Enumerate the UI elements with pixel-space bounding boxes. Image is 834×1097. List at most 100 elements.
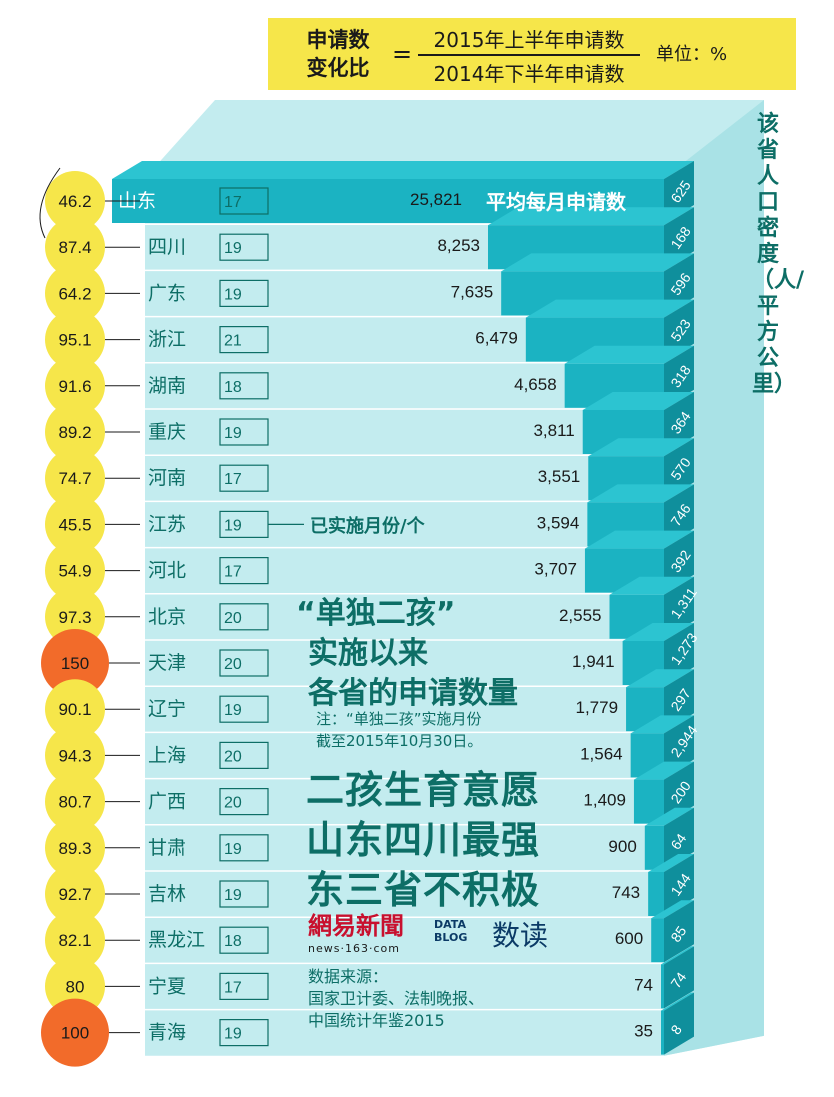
bar-top — [661, 946, 694, 965]
formula-numerator: 2015年上半年申请数 — [433, 28, 625, 52]
ratio-value: 100 — [61, 1024, 89, 1043]
ratio-value: 82.1 — [58, 931, 91, 950]
months-box — [219, 880, 269, 908]
months-label: 已实施月份/个 — [310, 516, 425, 537]
bar-top — [588, 438, 694, 457]
ratio-circle — [45, 217, 105, 278]
province-label: 宁夏 — [148, 975, 186, 997]
months-value: 19 — [224, 841, 242, 858]
province-label: 吉林 — [148, 883, 186, 905]
big-text-1: 二孩生育意愿 — [306, 768, 541, 812]
source-line-2: 国家卫计委、法制晚报、 — [308, 989, 485, 1008]
ratio-value: 46.2 — [58, 192, 91, 211]
months-box — [219, 279, 269, 307]
density-title: 该省人口密度（人/平方公里） — [752, 112, 805, 397]
months-value: 20 — [224, 610, 242, 627]
bar-front — [661, 1010, 664, 1055]
bar-top — [582, 392, 694, 410]
ratio-value: 89.3 — [58, 839, 91, 858]
months-value: 17 — [224, 194, 242, 211]
ratio-value: 45.5 — [58, 515, 91, 534]
province-label: 辽宁 — [148, 698, 186, 720]
ratio-value: 87.4 — [58, 238, 91, 257]
bar-front — [661, 964, 664, 1009]
months-box — [219, 603, 269, 631]
province-label: 北京 — [148, 606, 186, 628]
months-value: 19 — [224, 517, 242, 534]
months-value: 20 — [224, 748, 242, 765]
bar-front — [644, 825, 664, 870]
ratio-circle — [45, 402, 105, 462]
bar-side — [664, 992, 694, 1055]
ratio-value: 80.7 — [58, 793, 91, 812]
months-box — [219, 372, 269, 400]
value-label: 7,635 — [451, 282, 494, 301]
value-label: 900 — [608, 837, 636, 856]
months-value: 20 — [224, 656, 242, 673]
province-label: 浙江 — [148, 329, 186, 351]
formula-denominator: 2014年下半年申请数 — [433, 62, 625, 86]
ratio-circle — [45, 864, 105, 924]
headline-line2: 实施以来 — [308, 636, 428, 671]
ratio-circle — [45, 263, 105, 324]
province-label: 河南 — [148, 467, 186, 489]
ratio-outline-curve — [39, 167, 61, 239]
bar-top — [488, 207, 694, 226]
months-value: 19 — [224, 702, 242, 719]
province-label: 上海 — [148, 744, 186, 766]
months-box — [219, 418, 269, 446]
ratio-circle — [45, 956, 105, 1017]
months-value: 19 — [224, 887, 242, 904]
value-label: 3,551 — [538, 467, 581, 486]
bar-top — [648, 854, 694, 872]
big-text-2: 山东四川最强 — [306, 818, 541, 862]
ratio-value: 74.7 — [58, 469, 91, 488]
ratio-circle — [45, 494, 105, 555]
ratio-circle — [45, 679, 105, 740]
ratio-value: 95.1 — [58, 331, 91, 350]
value-label: 4,658 — [514, 375, 557, 394]
bar-top — [609, 576, 694, 595]
months-value: 17 — [224, 979, 242, 996]
bar-top — [661, 992, 694, 1011]
netease-news-domain: news·163·com — [308, 942, 400, 955]
bar-top — [587, 484, 694, 503]
months-value: 18 — [224, 933, 242, 950]
ratio-value: 90.1 — [58, 700, 91, 719]
formula-fraction-line — [418, 54, 640, 56]
ratio-circle — [41, 998, 109, 1067]
ratio-circle — [45, 725, 105, 786]
province-label: 河北 — [148, 560, 186, 582]
ratio-value: 54.9 — [58, 562, 91, 581]
bar-top — [644, 807, 694, 826]
big-text-3: 东三省不积极 — [306, 868, 541, 912]
months-box — [219, 695, 269, 723]
months-value: 18 — [224, 379, 242, 396]
months-value: 21 — [224, 333, 242, 350]
province-label: 黑龙江 — [148, 929, 205, 951]
province-label: 广东 — [148, 282, 186, 304]
ratio-value: 89.2 — [58, 423, 91, 442]
data-source: 数据来源： 国家卫计委、法制晚报、 中国统计年鉴2015 — [308, 966, 484, 1032]
bar-top — [622, 623, 694, 641]
value-label: 1,779 — [576, 698, 619, 717]
months-box — [219, 972, 269, 1001]
province-label: 天津 — [148, 652, 186, 674]
bar-top — [584, 530, 694, 549]
months-box — [219, 741, 269, 770]
months-value: 19 — [224, 286, 242, 303]
province-label: 重庆 — [148, 421, 186, 443]
value-label: 3,594 — [537, 513, 580, 532]
ratio-value: 94.3 — [58, 746, 91, 765]
ratio-value: 97.3 — [58, 608, 91, 627]
months-box — [219, 649, 269, 677]
months-value: 19 — [224, 425, 242, 442]
bar-top — [630, 715, 694, 734]
ratio-circle — [45, 540, 105, 601]
months-box — [219, 926, 269, 954]
formula-left: 申请数 变化比 — [306, 28, 370, 80]
bar-top — [651, 900, 694, 919]
months-box — [219, 326, 269, 354]
